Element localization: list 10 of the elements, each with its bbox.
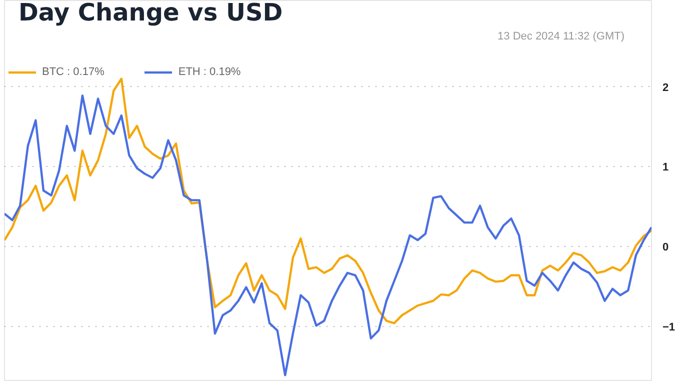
annotation: 13 Dec 2024 11:32 (GMT) (498, 30, 624, 42)
legend-label: ETH : 0.19% (178, 66, 241, 78)
line-series (4, 78, 652, 324)
y-tick-label: −1 (662, 321, 676, 334)
legend-label: BTC : 0.17% (42, 66, 104, 78)
line-series (4, 94, 652, 376)
chart-title: Day Change vs USD (18, 0, 283, 26)
y-tick-label: 2 (662, 82, 669, 94)
y-tick-label: 1 (662, 162, 669, 174)
y-tick-label: 0 (662, 242, 669, 254)
